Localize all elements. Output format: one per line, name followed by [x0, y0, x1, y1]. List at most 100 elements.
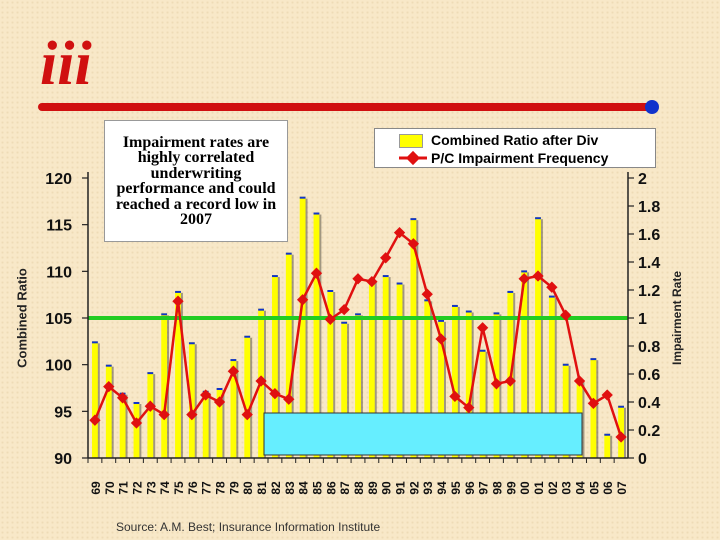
bar-top-74	[161, 313, 168, 316]
iii-logo-text: iii	[40, 32, 92, 92]
bar-95	[452, 304, 458, 458]
x-tick-label: 00	[518, 481, 532, 495]
left-tick-label: 100	[45, 358, 72, 375]
bar-84	[299, 196, 306, 458]
left-tick-label: 115	[46, 218, 72, 235]
bar-72	[133, 402, 140, 458]
iii-logo: iii	[40, 32, 92, 92]
bar-top-88	[355, 313, 361, 316]
right-tick-label: 1.6	[638, 227, 660, 244]
impairment-point-96	[463, 401, 475, 414]
impairment-point-84	[296, 294, 309, 306]
right-tick-label: 0.8	[638, 339, 660, 356]
bar-90	[382, 275, 389, 458]
impairment-point-88	[352, 273, 364, 285]
bar-top-87	[341, 321, 348, 324]
x-tick-label: 81	[255, 481, 269, 495]
bar-75	[175, 290, 181, 458]
impairment-point-89	[366, 275, 378, 288]
impairment-point-74	[158, 408, 170, 421]
bar-series-combined-ratio	[92, 196, 626, 458]
impairment-point-99	[504, 375, 516, 387]
impairment-point-78	[213, 396, 226, 408]
x-tick-label: 91	[394, 481, 408, 495]
bar-91	[396, 282, 403, 458]
x-tick-label: 95	[449, 481, 463, 495]
bar-76	[188, 342, 195, 458]
bar-80	[244, 335, 251, 458]
bar-top-84	[299, 196, 306, 199]
bar-96	[465, 310, 472, 458]
right-tick-label: 2	[638, 171, 647, 188]
impairment-point-76	[186, 408, 198, 421]
bar-02	[548, 295, 555, 458]
bar-top-06	[604, 433, 611, 436]
bar-89	[368, 278, 375, 458]
legend-swatch-line	[399, 150, 427, 166]
bar-top-80	[244, 335, 251, 338]
x-tick-label: 98	[490, 481, 504, 495]
legend-swatch-bar	[399, 134, 423, 148]
bar-82	[272, 275, 278, 458]
right-tick-label: 1.4	[638, 255, 660, 272]
bar-top-82	[272, 275, 278, 278]
legend-entry-line: P/C Impairment Frequency	[375, 149, 655, 167]
left-axis-label: Combined Ratio	[14, 268, 30, 368]
left-tick-label: 120	[45, 171, 72, 188]
x-tick-label: 07	[615, 481, 629, 495]
left-tick-label: 105	[45, 311, 72, 328]
right-tick-label: 0.6	[638, 367, 660, 384]
x-tick-label: 06	[601, 481, 615, 495]
legend-label-line: P/C Impairment Frequency	[431, 150, 609, 166]
x-tick-label: 96	[463, 481, 477, 495]
bar-top-73	[147, 372, 154, 375]
impairment-point-90	[380, 252, 392, 264]
impairment-point-80	[241, 408, 253, 421]
bar-00	[521, 270, 528, 458]
x-tick-label: 02	[546, 481, 560, 495]
bar-06	[604, 433, 611, 458]
impairment-point-95	[449, 390, 461, 403]
bar-top-07	[618, 405, 624, 408]
bar-93	[424, 299, 431, 458]
bar-top-90	[382, 275, 389, 278]
impairment-point-72	[130, 417, 143, 429]
right-axis-label: Impairment Rate	[670, 270, 684, 366]
impairment-point-73	[144, 400, 156, 412]
x-tick-label: 82	[269, 481, 283, 495]
impairment-point-79	[227, 365, 240, 377]
bar-74	[161, 313, 168, 458]
x-tick-label: 90	[380, 481, 394, 495]
impairment-point-75	[172, 295, 184, 307]
impairment-point-05	[587, 397, 600, 410]
bar-top-98	[493, 312, 500, 315]
bar-03	[562, 363, 569, 458]
bar-top-05	[590, 358, 597, 361]
impairment-point-86	[324, 313, 336, 326]
bar-94	[438, 319, 444, 458]
left-tick-label: 95	[54, 404, 72, 421]
impairment-point-97	[476, 322, 489, 334]
impairment-point-81	[255, 375, 267, 387]
bar-85	[313, 212, 320, 458]
x-tick-label: 93	[421, 481, 435, 495]
x-tick-label: 70	[103, 481, 117, 495]
x-tick-label: 77	[200, 481, 214, 495]
x-tick-label: 85	[310, 481, 324, 495]
right-tick-label: 1	[638, 311, 647, 328]
x-tick-label: 97	[477, 481, 491, 495]
bar-top-86	[327, 290, 334, 292]
impairment-point-02	[546, 281, 558, 293]
left-tick-label: 90	[54, 451, 72, 468]
impairment-point-91	[393, 226, 406, 239]
right-tick-label: 1.8	[638, 199, 660, 216]
x-tick-label: 86	[324, 481, 338, 495]
x-tick-label: 75	[172, 481, 186, 495]
bar-top-83	[285, 252, 292, 255]
line-series-impairment	[89, 226, 627, 443]
bar-top-99	[507, 290, 514, 293]
bar-top-93	[424, 299, 431, 302]
bar-top-69	[92, 341, 98, 344]
x-tick-label: 03	[560, 481, 574, 495]
